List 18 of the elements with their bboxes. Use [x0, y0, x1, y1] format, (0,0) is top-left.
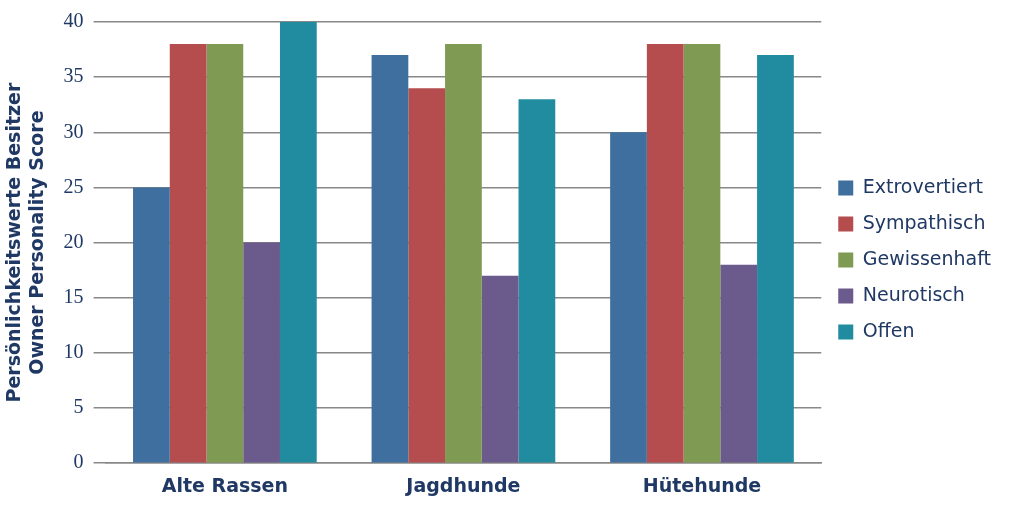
y-tick-label: 0 — [73, 450, 84, 473]
legend-label: Neurotisch — [862, 282, 965, 305]
x-tick-label: Jagdhunde — [404, 473, 521, 496]
y-tick-label: 15 — [63, 285, 84, 307]
y-tick-label: 10 — [63, 340, 84, 363]
x-tick-label: Alte Rassen — [161, 473, 289, 496]
y-tick-label: 35 — [63, 64, 84, 87]
legend-label: Sympathisch — [862, 210, 986, 233]
legend-label: Offen — [862, 318, 915, 341]
legend-label: Extrovertiert — [862, 174, 983, 197]
y-axis-title: Persönlichkeitswerte Besitzer Owner Personality Score — [2, 82, 48, 403]
y-tick-label: 20 — [63, 229, 84, 252]
x-tick-label: Hütehunde — [642, 473, 762, 496]
y-tick-label: 5 — [73, 395, 84, 418]
y-tick-label: 25 — [63, 174, 84, 197]
y-tick-label: 30 — [63, 119, 84, 142]
y-tick-label: 40 — [63, 9, 84, 32]
legend-label: Gewissenhaft — [862, 246, 991, 269]
